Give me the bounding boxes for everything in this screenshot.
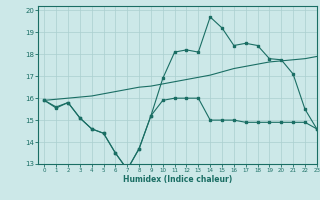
X-axis label: Humidex (Indice chaleur): Humidex (Indice chaleur) [123, 175, 232, 184]
